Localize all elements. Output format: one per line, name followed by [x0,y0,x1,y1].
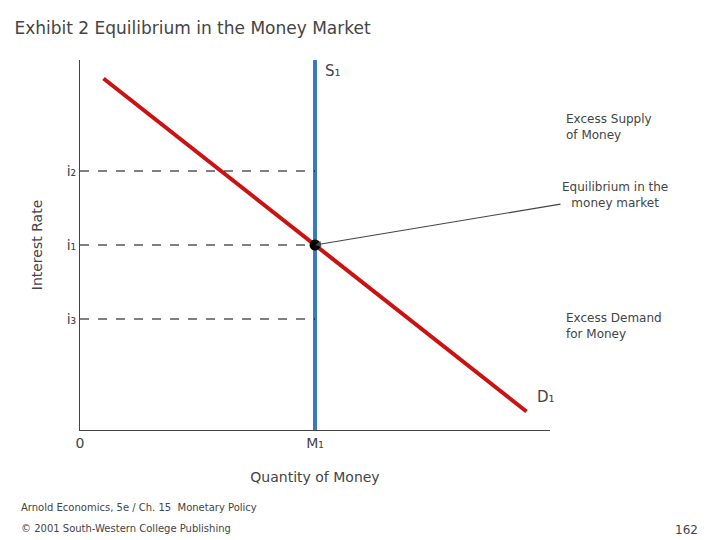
svg-text:© 2001 South-Western College P: © 2001 South-Western College Publishing [21,523,231,534]
svg-text:M₁: M₁ [306,435,324,451]
svg-text:Arnold Economics, 5e / Ch. 15: Arnold Economics, 5e / Ch. 15 Monetary P… [21,502,257,513]
svg-text:Exhibit 2 Equilibrium in the M: Exhibit 2 Equilibrium in the Money Marke… [14,18,371,38]
svg-text:Equilibrium in themoney market: Equilibrium in themoney market [562,180,668,210]
svg-text:0: 0 [76,435,85,451]
svg-text:Excess Demandfor Money: Excess Demandfor Money [566,311,662,341]
svg-text:162: 162 [675,523,698,537]
svg-text:i₃: i₃ [67,311,77,327]
svg-text:Interest Rate: Interest Rate [29,200,45,291]
svg-text:Quantity of Money: Quantity of Money [250,469,379,485]
svg-text:S₁: S₁ [325,62,341,80]
svg-text:Excess Supplyof Money: Excess Supplyof Money [566,112,652,142]
svg-text:i₂: i₂ [67,163,77,179]
svg-text:D₁: D₁ [537,388,555,406]
svg-text:i₁: i₁ [67,237,77,253]
